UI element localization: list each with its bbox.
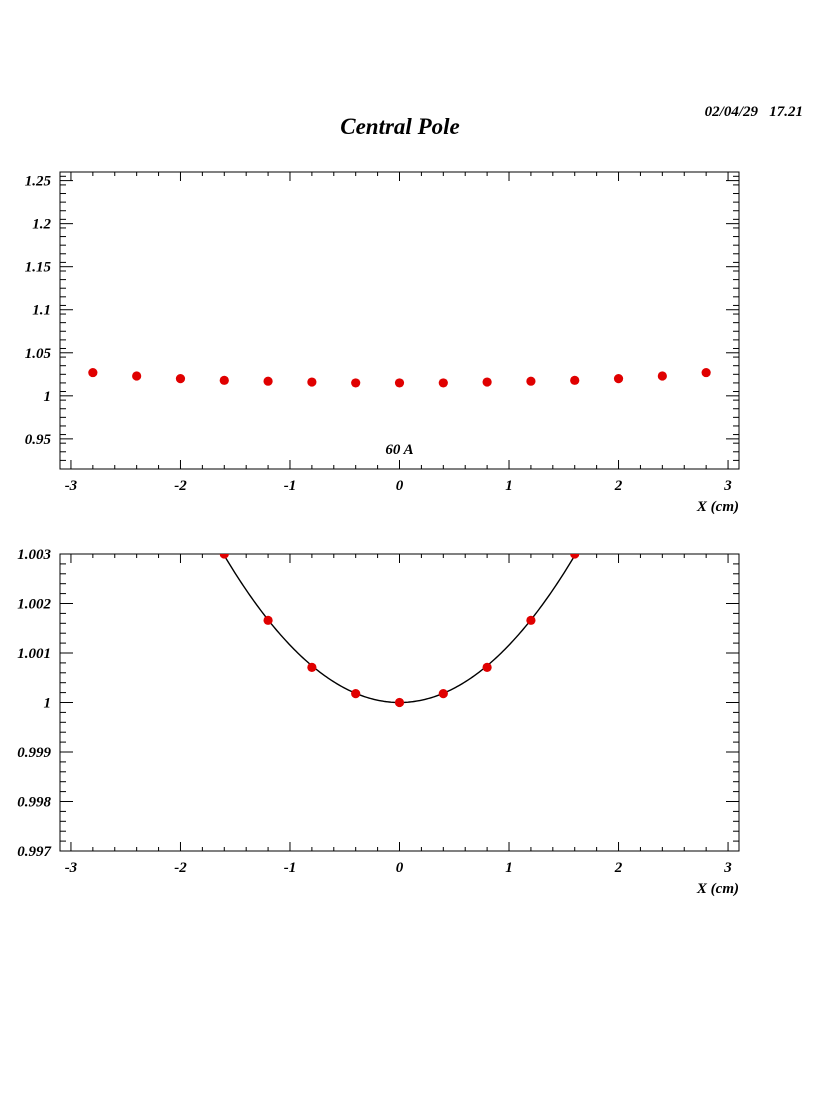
x-tick-label: 1 xyxy=(505,860,513,876)
y-tick-label: 0.998 xyxy=(17,795,51,811)
data-point xyxy=(263,376,273,386)
data-point xyxy=(263,615,273,625)
plot-content xyxy=(219,554,580,708)
data-point xyxy=(132,371,142,381)
x-tick-label: -3 xyxy=(65,860,78,876)
data-point xyxy=(613,374,624,384)
data-point xyxy=(394,697,405,708)
y-tick-label: 1 xyxy=(44,389,52,405)
y-tick-label: 1.15 xyxy=(25,260,52,276)
y-tick-label: 0.997 xyxy=(17,844,51,860)
data-point xyxy=(351,688,361,699)
y-tick-label: 0.999 xyxy=(17,745,51,761)
x-tick-label: -2 xyxy=(174,478,187,494)
x-tick-label: 2 xyxy=(614,860,623,876)
data-point xyxy=(394,378,405,388)
x-tick-label: -1 xyxy=(284,860,297,876)
y-tick-label: 1.25 xyxy=(25,174,52,190)
y-tick-label: 1.001 xyxy=(17,646,51,662)
y-tick-label: 1.05 xyxy=(25,346,52,362)
fit-curve xyxy=(222,554,577,704)
data-point xyxy=(307,662,317,672)
data-point xyxy=(175,374,186,384)
data-point xyxy=(219,375,229,385)
y-tick-label: 1.003 xyxy=(17,547,51,563)
data-point xyxy=(219,554,229,559)
data-point xyxy=(88,367,98,378)
y-tick-label: 1.2 xyxy=(32,217,51,233)
y-tick-label: 0.95 xyxy=(25,432,52,448)
data-point xyxy=(482,377,492,387)
y-tick-label: 1 xyxy=(44,696,52,712)
data-point xyxy=(351,378,361,388)
x-tick-label: 2 xyxy=(614,478,623,494)
x-tick-label: 3 xyxy=(723,860,732,876)
plot-annotation: 60 A xyxy=(385,442,413,458)
x-axis-label: X (cm) xyxy=(696,499,739,515)
timestamp: 02/04/29 17.21 xyxy=(704,104,803,120)
x-axis-label: X (cm) xyxy=(696,881,739,897)
x-tick-label: -1 xyxy=(284,478,297,494)
plot-panel-2: -3 -2 -1 0 1 2 3 0.997 0.998 0.999 1 1.001 1.002 1.00… xyxy=(17,547,740,897)
data-point xyxy=(526,376,536,386)
data-point xyxy=(482,662,492,672)
x-tick-label: 0 xyxy=(396,478,404,494)
page-title: Central Pole xyxy=(340,114,460,139)
plot-content xyxy=(88,367,711,388)
data-point xyxy=(526,615,536,625)
plot-panel-1: -3 -2 -1 0 1 2 3 0.95 1 1.05 1.1 1.15 1.2 1.25 X (cm) 6… xyxy=(25,171,740,515)
data-point xyxy=(701,367,711,378)
x-tick-label: -3 xyxy=(65,478,78,494)
data-point xyxy=(657,371,667,381)
plot-frame xyxy=(59,171,740,470)
data-point xyxy=(570,375,580,385)
data-point xyxy=(438,378,448,388)
x-tick-label: 3 xyxy=(723,478,732,494)
x-tick-label: 0 xyxy=(396,860,404,876)
data-point xyxy=(438,688,448,699)
x-tick-label: 1 xyxy=(505,478,513,494)
y-tick-label: 1.1 xyxy=(32,303,51,319)
data-point xyxy=(307,377,317,387)
data-point xyxy=(570,554,580,559)
y-tick-label: 1.002 xyxy=(17,597,51,613)
x-tick-label: -2 xyxy=(174,860,187,876)
